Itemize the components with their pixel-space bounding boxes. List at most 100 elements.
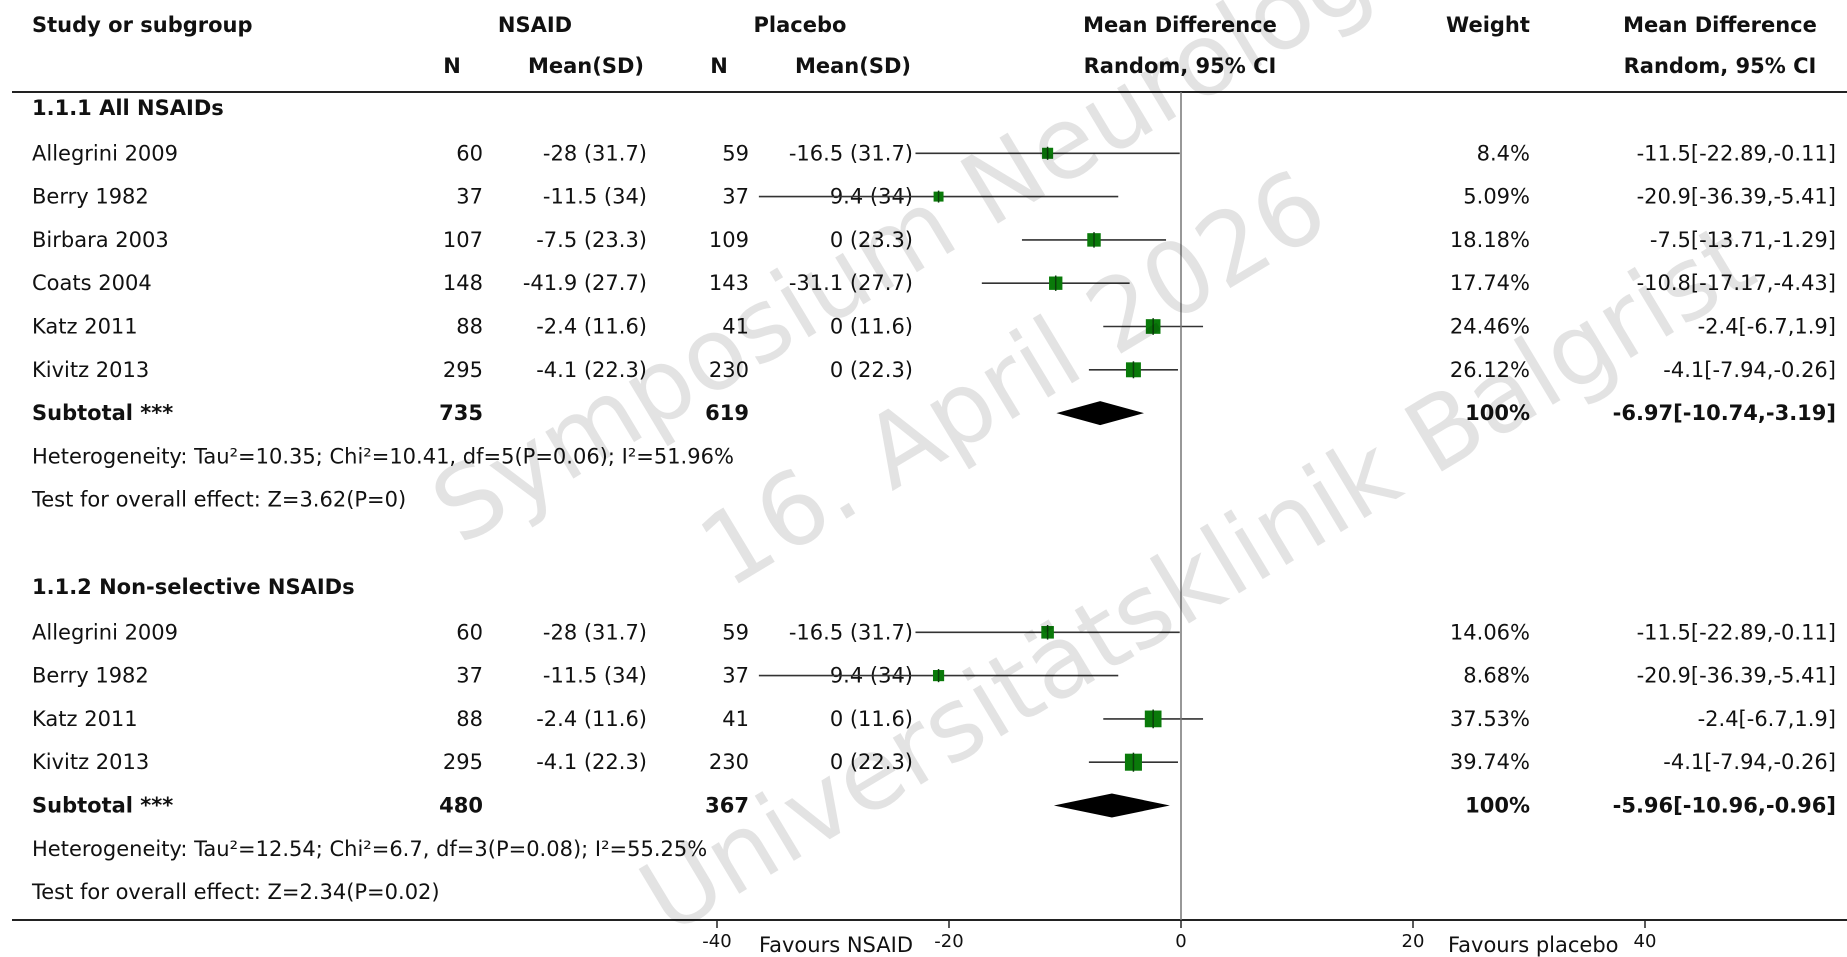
placebo-mean-sd: 0 (11.6): [830, 315, 913, 339]
overall-effect-text: Test for overall effect: Z=3.62(P=0): [31, 488, 406, 512]
nsaid-n: 295: [443, 750, 483, 774]
study-ci: -20.9[-36.39,-5.41]: [1637, 185, 1836, 209]
subtotal-ci: -5.96[-10.96,-0.96]: [1613, 794, 1836, 818]
placebo-n: 59: [722, 141, 749, 165]
nsaid-mean-sd: -28 (31.7): [543, 141, 647, 165]
study-ci: -10.8[-17.17,-4.43]: [1637, 271, 1836, 295]
header-nsaid: NSAID: [498, 13, 572, 37]
nsaid-n: 148: [443, 271, 483, 295]
placebo-mean-sd: -16.5 (31.7): [789, 141, 913, 165]
header-n-nsaid: N: [443, 54, 461, 78]
study-name: Kivitz 2013: [32, 358, 149, 382]
header-weight: Weight: [1446, 13, 1530, 37]
nsaid-n: 107: [443, 228, 483, 252]
study-weight: 26.12%: [1450, 358, 1530, 382]
study-weight: 37.53%: [1450, 707, 1530, 731]
study-weight: 17.74%: [1450, 271, 1530, 295]
study-name: Allegrini 2009: [32, 141, 178, 165]
axis-tick-label: -40: [702, 931, 731, 952]
axis-tick-label: 40: [1634, 931, 1657, 952]
study-name: Katz 2011: [32, 315, 138, 339]
placebo-n: 59: [722, 620, 749, 644]
nsaid-n: 60: [456, 141, 483, 165]
header-md-plot: Mean Difference: [1083, 13, 1277, 37]
study-weight: 18.18%: [1450, 228, 1530, 252]
subgroup-title: 1.1.2 Non-selective NSAIDs: [32, 575, 355, 599]
study-ci: -11.5[-22.89,-0.11]: [1637, 141, 1836, 165]
study-name: Allegrini 2009: [32, 620, 178, 644]
placebo-mean-sd: 0 (22.3): [830, 750, 913, 774]
study-name: Coats 2004: [32, 271, 152, 295]
heterogeneity-text: Heterogeneity: Tau²=12.54; Chi²=6.7, df=…: [32, 837, 707, 861]
header-study: Study or subgroup: [32, 13, 253, 37]
forest-rows: 1.1.1 All NSAIDs Allegrini 2009 60 -28 (31.…: [31, 96, 1836, 904]
study-ci: -20.9[-36.39,-5.41]: [1637, 664, 1836, 688]
placebo-n: 37: [722, 185, 749, 209]
forest-marks: [758, 146, 1204, 818]
header-n-placebo: N: [710, 54, 728, 78]
x-axis: -40 -20 0 20 40 Favours NSAID Favours placebo: [702, 92, 1656, 957]
placebo-mean-sd: 0 (23.3): [830, 228, 913, 252]
study-name: Berry 1982: [32, 664, 149, 688]
study-name: Katz 2011: [32, 707, 138, 731]
subgroup-title: 1.1.1 All NSAIDs: [32, 96, 224, 120]
axis-tick-label: -20: [934, 931, 963, 952]
study-ci: -4.1[-7.94,-0.26]: [1663, 358, 1836, 382]
header-md-text-sub: Random, 95% CI: [1624, 54, 1817, 78]
study-weight: 39.74%: [1450, 750, 1530, 774]
header-meansd-placebo: Mean(SD): [795, 54, 911, 78]
subtotal-nsaid-n: 480: [439, 794, 483, 818]
study-weight: 24.46%: [1450, 315, 1530, 339]
study-ci: -4.1[-7.94,-0.26]: [1663, 750, 1836, 774]
placebo-n: 41: [722, 707, 749, 731]
subtotal-diamond: [1056, 401, 1144, 426]
nsaid-mean-sd: -4.1 (22.3): [536, 358, 647, 382]
nsaid-mean-sd: -28 (31.7): [543, 620, 647, 644]
subtotal-ci: -6.97[-10.74,-3.19]: [1613, 401, 1836, 425]
nsaid-n: 88: [456, 315, 483, 339]
nsaid-mean-sd: -7.5 (23.3): [536, 228, 647, 252]
subtotal-placebo-n: 367: [705, 794, 749, 818]
header-md-plot-sub: Random, 95% CI: [1084, 54, 1277, 78]
study-ci: -2.4[-6.7,1.9]: [1698, 315, 1836, 339]
column-headers: Study or subgroup NSAID Placebo Mean Dif…: [32, 13, 1817, 78]
nsaid-mean-sd: -2.4 (11.6): [536, 315, 647, 339]
placebo-n: 41: [722, 315, 749, 339]
placebo-n: 143: [709, 271, 749, 295]
placebo-mean-sd: 0 (22.3): [830, 358, 913, 382]
subtotal-weight: 100%: [1465, 794, 1530, 818]
nsaid-n: 37: [456, 185, 483, 209]
favours-right-label: Favours placebo: [1448, 933, 1619, 957]
study-ci: -11.5[-22.89,-0.11]: [1637, 620, 1836, 644]
nsaid-n: 88: [456, 707, 483, 731]
study-name: Birbara 2003: [32, 228, 169, 252]
study-weight: 5.09%: [1463, 185, 1530, 209]
axis-tick-label: 0: [1175, 931, 1186, 952]
nsaid-mean-sd: -2.4 (11.6): [536, 707, 647, 731]
heterogeneity-text: Heterogeneity: Tau²=10.35; Chi²=10.41, d…: [32, 444, 734, 468]
placebo-mean-sd: -16.5 (31.7): [789, 620, 913, 644]
placebo-n: 230: [709, 358, 749, 382]
placebo-n: 37: [722, 664, 749, 688]
subtotal-diamond: [1053, 793, 1170, 818]
nsaid-mean-sd: -11.5 (34): [543, 185, 647, 209]
study-name: Berry 1982: [32, 185, 149, 209]
subtotal-placebo-n: 619: [705, 401, 749, 425]
subtotal-weight: 100%: [1465, 401, 1530, 425]
favours-left-label: Favours NSAID: [759, 933, 913, 957]
placebo-n: 109: [709, 228, 749, 252]
nsaid-mean-sd: -41.9 (27.7): [523, 271, 647, 295]
study-ci: -7.5[-13.71,-1.29]: [1650, 228, 1836, 252]
placebo-mean-sd: 0 (11.6): [830, 707, 913, 731]
axis-tick-label: 20: [1402, 931, 1425, 952]
nsaid-n: 37: [456, 664, 483, 688]
study-name: Kivitz 2013: [32, 750, 149, 774]
header-meansd-nsaid: Mean(SD): [528, 54, 644, 78]
study-weight: 8.68%: [1463, 664, 1530, 688]
placebo-n: 230: [709, 750, 749, 774]
overall-effect-text: Test for overall effect: Z=2.34(P=0.02): [31, 880, 440, 904]
header-md-text: Mean Difference: [1623, 13, 1817, 37]
header-placebo: Placebo: [754, 13, 847, 37]
subtotal-label: Subtotal ***: [32, 794, 173, 818]
